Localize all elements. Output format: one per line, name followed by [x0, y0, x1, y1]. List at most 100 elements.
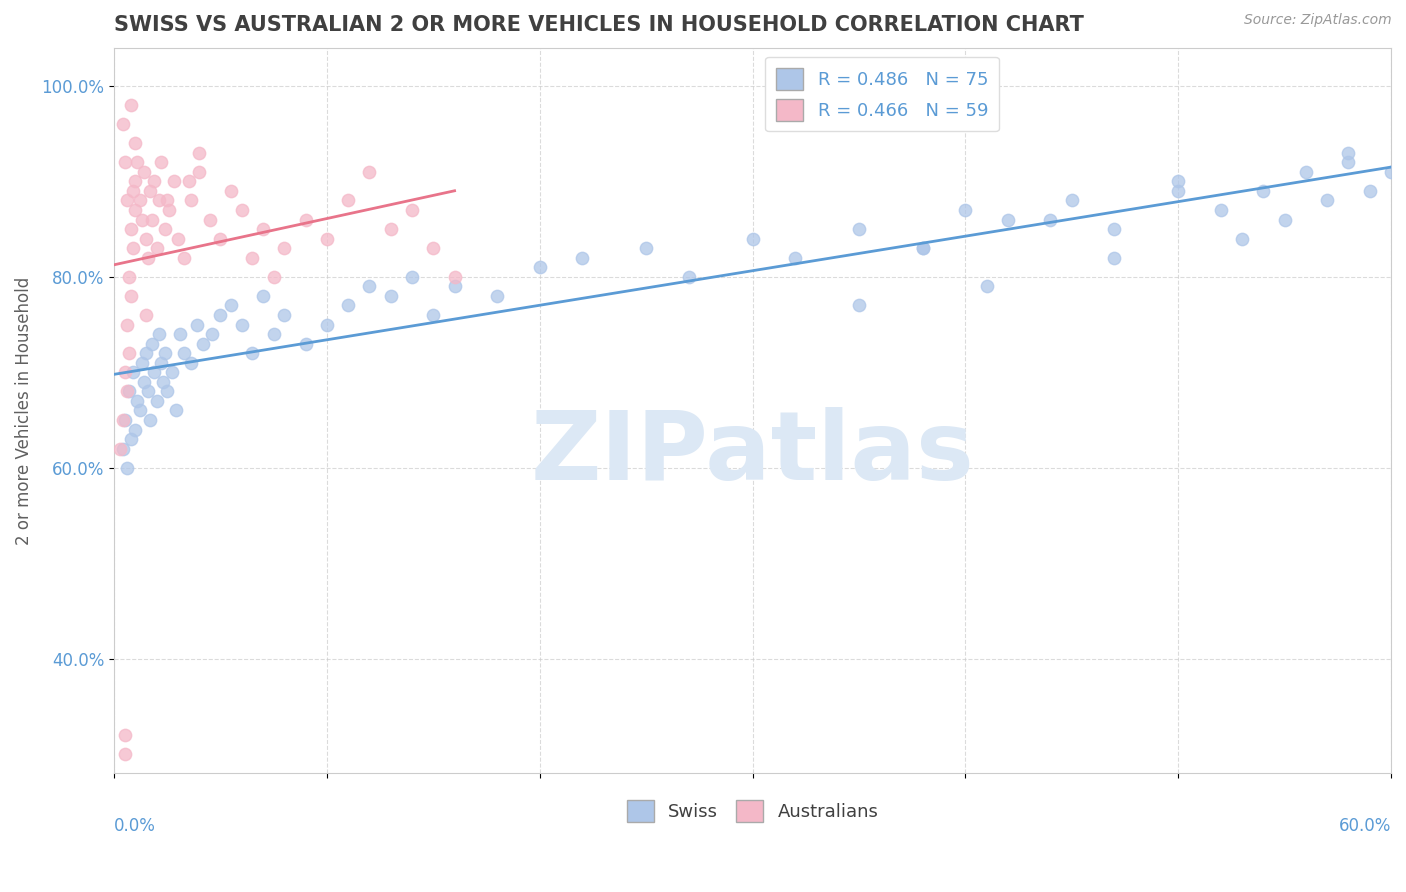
Point [422, 241, 444, 255]
Point [1167, 174, 1189, 188]
Point [359, 279, 381, 293]
Point [122, 365, 145, 379]
Point [177, 174, 200, 188]
Point [118, 346, 141, 360]
Point [571, 251, 593, 265]
Point [422, 308, 444, 322]
Point [201, 327, 224, 342]
Point [186, 318, 208, 332]
Point [1295, 165, 1317, 179]
Point [252, 289, 274, 303]
Point [153, 346, 176, 360]
Point [141, 336, 163, 351]
Point [315, 318, 337, 332]
Point [1039, 212, 1062, 227]
Point [359, 165, 381, 179]
Point [136, 251, 159, 265]
Point [188, 145, 211, 160]
Point [118, 384, 141, 399]
Point [120, 289, 142, 303]
Point [209, 231, 232, 245]
Point [976, 279, 998, 293]
Point [131, 356, 153, 370]
Point [145, 241, 167, 255]
Point [139, 184, 162, 198]
Point [1316, 194, 1339, 208]
Text: ZIPatlas: ZIPatlas [530, 408, 974, 500]
Point [337, 298, 360, 312]
Point [242, 346, 264, 360]
Point [1167, 184, 1189, 198]
Point [273, 308, 295, 322]
Point [114, 747, 136, 761]
Point [110, 442, 132, 456]
Point [120, 432, 142, 446]
Point [157, 202, 180, 217]
Point [111, 442, 134, 456]
Point [997, 212, 1019, 227]
Point [231, 202, 253, 217]
Point [114, 413, 136, 427]
Point [167, 231, 190, 245]
Point [209, 308, 232, 322]
Point [148, 327, 170, 342]
Point [252, 222, 274, 236]
Point [848, 222, 870, 236]
Text: Source: ZipAtlas.com: Source: ZipAtlas.com [1244, 13, 1392, 28]
Point [231, 318, 253, 332]
Point [156, 194, 179, 208]
Point [127, 155, 149, 169]
Point [380, 289, 402, 303]
Point [169, 327, 191, 342]
Point [1358, 184, 1381, 198]
Point [111, 117, 134, 131]
Point [120, 98, 142, 112]
Point [120, 222, 142, 236]
Point [1337, 155, 1360, 169]
Point [143, 365, 166, 379]
Point [114, 155, 136, 169]
Legend: Swiss, Australians: Swiss, Australians [619, 793, 886, 830]
Point [955, 202, 977, 217]
Point [131, 212, 153, 227]
Point [783, 251, 806, 265]
Point [911, 241, 934, 255]
Point [156, 384, 179, 399]
Point [141, 212, 163, 227]
Point [143, 174, 166, 188]
Point [848, 298, 870, 312]
Point [124, 202, 146, 217]
Point [294, 212, 316, 227]
Point [115, 318, 138, 332]
Point [165, 403, 187, 417]
Point [401, 269, 423, 284]
Point [678, 269, 700, 284]
Point [163, 174, 186, 188]
Point [219, 184, 242, 198]
Point [149, 356, 172, 370]
Point [1104, 251, 1126, 265]
Point [135, 308, 157, 322]
Point [132, 375, 155, 389]
Point [173, 346, 195, 360]
Point [193, 336, 215, 351]
Point [152, 375, 174, 389]
Point [122, 241, 145, 255]
Point [443, 269, 465, 284]
Point [273, 241, 295, 255]
Point [529, 260, 551, 275]
Point [145, 393, 167, 408]
Point [1230, 231, 1253, 245]
Point [636, 241, 658, 255]
Point [135, 231, 157, 245]
Point [242, 251, 264, 265]
Point [115, 384, 138, 399]
Point [263, 269, 285, 284]
Point [124, 174, 146, 188]
Point [136, 384, 159, 399]
Point [188, 165, 211, 179]
Point [337, 194, 360, 208]
Point [124, 423, 146, 437]
Point [380, 222, 402, 236]
Text: SWISS VS AUSTRALIAN 2 OR MORE VEHICLES IN HOUSEHOLD CORRELATION CHART: SWISS VS AUSTRALIAN 2 OR MORE VEHICLES I… [114, 15, 1084, 35]
